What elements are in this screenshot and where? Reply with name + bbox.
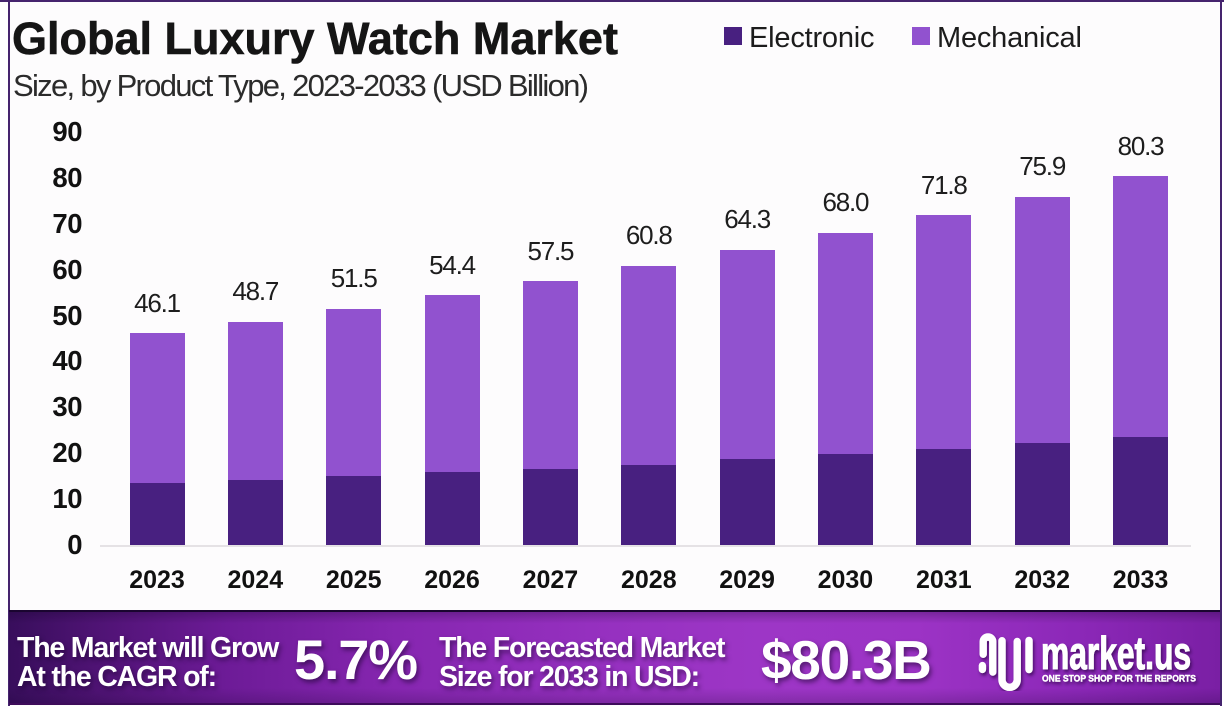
svg-text:ONE STOP SHOP FOR THE REPORTS: ONE STOP SHOP FOR THE REPORTS — [1042, 674, 1196, 685]
svg-text:market.us: market.us — [1041, 629, 1191, 679]
